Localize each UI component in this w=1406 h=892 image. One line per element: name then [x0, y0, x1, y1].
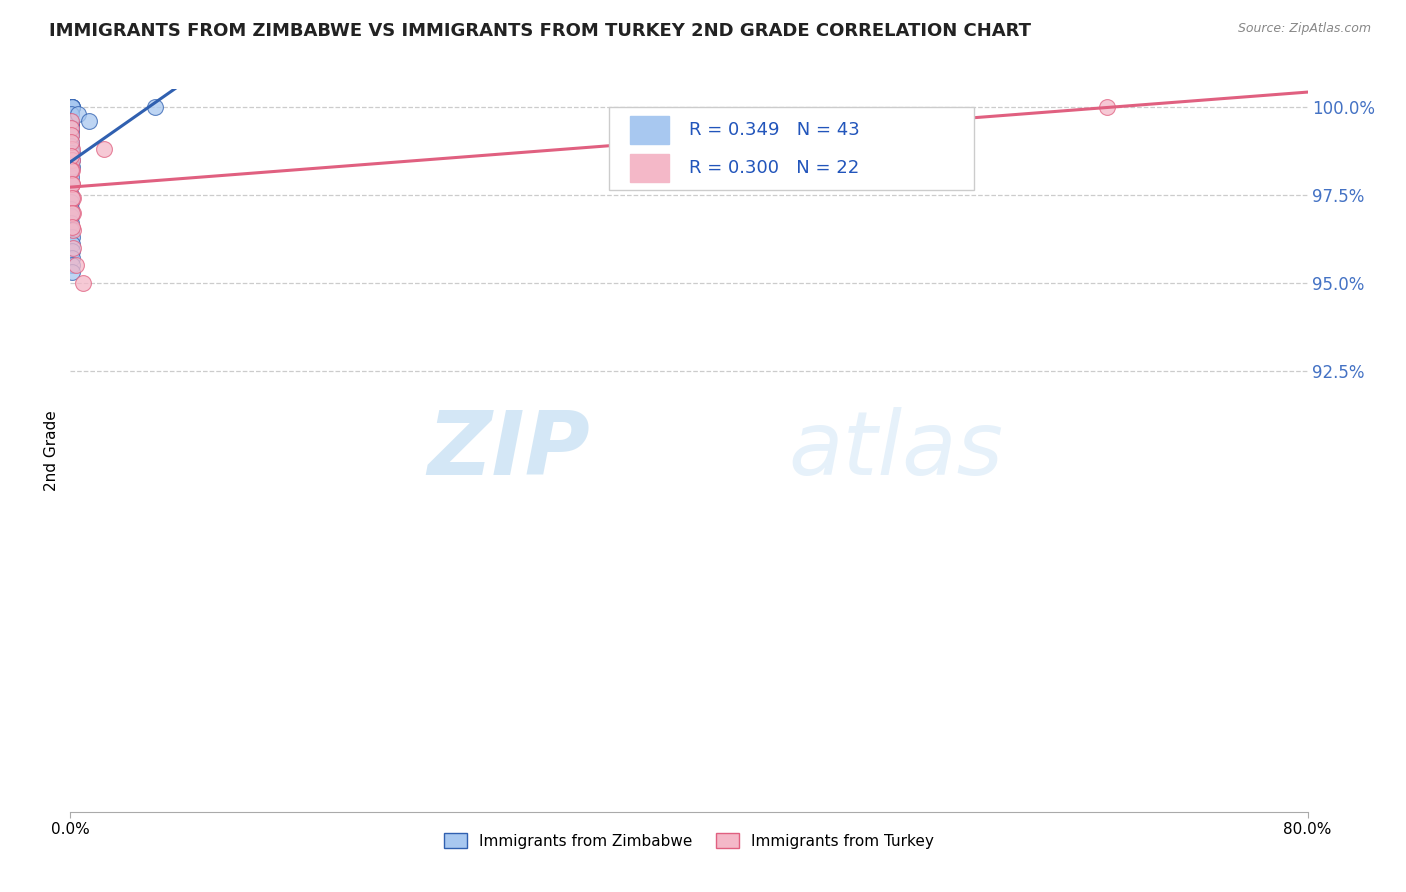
Point: [72, 276, 94, 290]
Point: [59, 124, 82, 138]
Point: [59, 120, 82, 135]
Text: Source: ZipAtlas.com: Source: ZipAtlas.com: [1237, 22, 1371, 36]
Point: [60, 135, 83, 149]
Point: [60, 160, 83, 174]
Point: [60, 163, 83, 178]
Legend: Immigrants from Zimbabwe, Immigrants from Turkey: Immigrants from Zimbabwe, Immigrants fro…: [439, 827, 939, 855]
Point: [60, 100, 83, 114]
Point: [60, 230, 83, 244]
Point: [77, 114, 100, 128]
Point: [59, 156, 82, 170]
Point: [60, 100, 83, 114]
Point: [59, 188, 82, 202]
Point: [60, 153, 83, 167]
Point: [67, 107, 90, 121]
Point: [60, 100, 83, 114]
Text: atlas: atlas: [787, 408, 1002, 493]
Point: [60, 128, 83, 142]
Point: [62, 205, 84, 219]
Point: [93, 142, 115, 156]
Bar: [630, 154, 669, 181]
Point: [62, 178, 84, 192]
Point: [60, 145, 83, 160]
Point: [60, 100, 83, 114]
Text: R = 0.300   N = 22: R = 0.300 N = 22: [689, 159, 859, 177]
Point: [62, 191, 84, 205]
Point: [59, 100, 82, 114]
Point: [59, 194, 82, 209]
Point: [60, 142, 83, 156]
Point: [59, 118, 82, 132]
Point: [1095, 100, 1118, 114]
Point: [60, 178, 83, 192]
Point: [60, 216, 83, 230]
Y-axis label: 2nd Grade: 2nd Grade: [44, 410, 59, 491]
Point: [60, 153, 83, 167]
Point: [60, 100, 83, 114]
Text: R = 0.349   N = 43: R = 0.349 N = 43: [689, 120, 859, 139]
Point: [60, 163, 83, 178]
Point: [60, 205, 83, 219]
Point: [59, 107, 82, 121]
Point: [60, 128, 83, 142]
Point: [59, 135, 82, 149]
Point: [145, 100, 166, 114]
Text: IMMIGRANTS FROM ZIMBABWE VS IMMIGRANTS FROM TURKEY 2ND GRADE CORRELATION CHART: IMMIGRANTS FROM ZIMBABWE VS IMMIGRANTS F…: [49, 22, 1031, 40]
Point: [60, 100, 83, 114]
Point: [62, 219, 84, 234]
Point: [60, 223, 83, 237]
Point: [60, 252, 83, 266]
Point: [62, 223, 84, 237]
Point: [65, 259, 87, 273]
Point: [59, 163, 82, 178]
Text: ZIP: ZIP: [427, 407, 591, 494]
Point: [60, 244, 83, 259]
Point: [60, 100, 83, 114]
Point: [59, 170, 82, 185]
Bar: [630, 116, 669, 144]
FancyBboxPatch shape: [609, 107, 973, 190]
Point: [59, 100, 82, 114]
Point: [60, 209, 83, 223]
Point: [59, 114, 82, 128]
Point: [60, 191, 83, 205]
Point: [59, 118, 82, 132]
Point: [60, 142, 83, 156]
Point: [59, 120, 82, 135]
Point: [60, 259, 83, 273]
Point: [60, 138, 83, 153]
Point: [59, 149, 82, 163]
Point: [60, 237, 83, 252]
Point: [59, 100, 82, 114]
Point: [60, 178, 83, 192]
Point: [60, 149, 83, 163]
Point: [59, 202, 82, 216]
Point: [60, 265, 83, 279]
Point: [62, 241, 84, 255]
Point: [59, 114, 82, 128]
